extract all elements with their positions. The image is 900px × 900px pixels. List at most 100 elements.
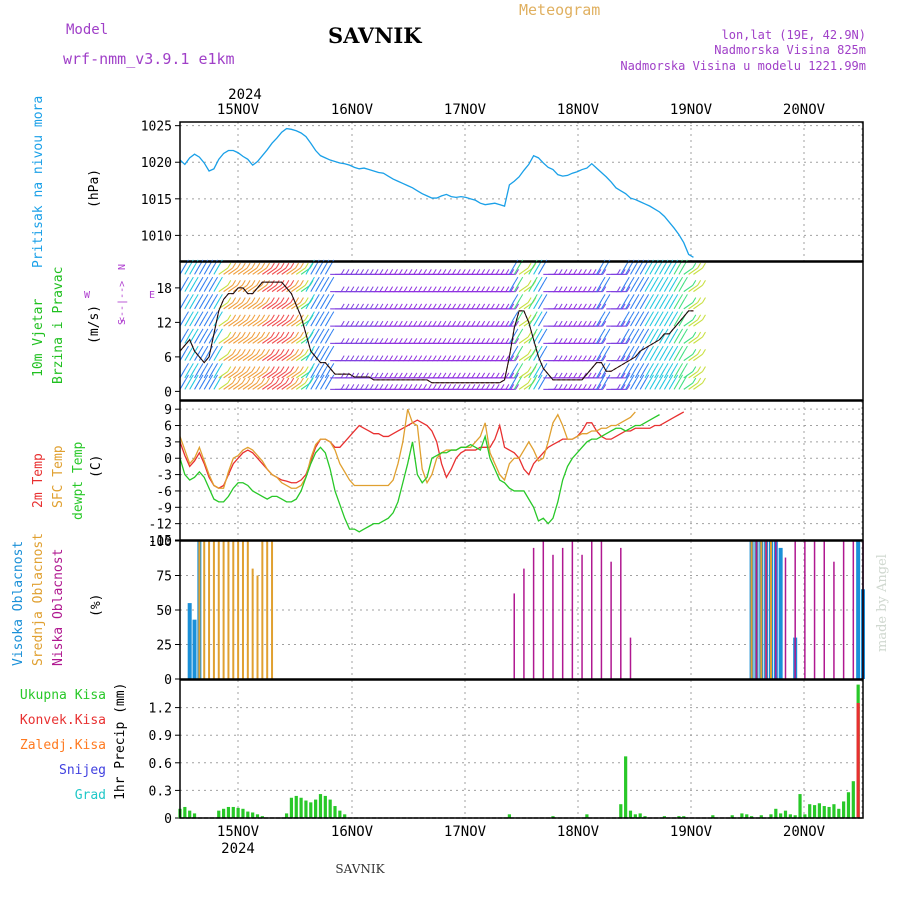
mid-cloud-bar [246, 541, 249, 679]
y-tick-label: 0.9 [149, 729, 172, 744]
wind-barb-flag [650, 363, 654, 369]
wind-barb [276, 284, 287, 293]
wind-barb-flag [505, 269, 510, 275]
wind-barb-flag [461, 372, 466, 379]
wind-barb [291, 336, 301, 344]
wind-barb [247, 382, 258, 390]
wind-barb [315, 316, 322, 327]
wind-barb [266, 382, 277, 390]
wind-legend-arrows: <--|--> [117, 281, 128, 323]
y-tick-label: 0 [164, 452, 172, 467]
low-cloud-bar [590, 541, 593, 679]
wind-barb-flag [280, 349, 285, 355]
wind-barb-flag [505, 355, 510, 361]
wind-barb-flag [602, 286, 607, 292]
wind-barb [625, 264, 632, 275]
wind-barb [596, 299, 603, 310]
mid-cloud-bar [208, 541, 211, 679]
wind-barb [266, 319, 277, 327]
wind-barb-flag [664, 328, 669, 335]
wind-barb-flag [495, 303, 500, 310]
wind-barb-flag [194, 294, 199, 300]
wind-barb-flag [466, 372, 471, 379]
wind-barb [281, 382, 292, 390]
wind-barb [305, 379, 312, 390]
wind-barb-flag [519, 294, 524, 300]
wind-barb-flag [515, 303, 519, 310]
wind-barb [247, 353, 258, 362]
wind-barb-flag [246, 366, 251, 372]
wind-barb-flag [214, 363, 218, 369]
wind-barb-flag [295, 377, 300, 384]
wind-barb [649, 281, 656, 292]
wind-barb-flag [403, 384, 408, 390]
wind-barb-flag [189, 276, 194, 283]
top-day-label: 16NOV [331, 102, 374, 118]
wind-barb [654, 350, 661, 361]
wind-barb [644, 281, 651, 292]
wind-barb-flag [471, 269, 476, 275]
wind-barb-flag [538, 294, 543, 300]
y-tick-label: 3 [164, 436, 172, 451]
total-precip-bar [749, 816, 754, 818]
wind-direction-legend: W E <--|--> N S [84, 264, 155, 325]
wind-barb-flag [606, 328, 611, 335]
wind-barb [537, 264, 545, 275]
wind-barb-flag [384, 286, 389, 292]
wind-barb-flag [374, 384, 379, 390]
y-tick-label: -3 [156, 469, 172, 484]
wind-barb-flag [654, 374, 659, 381]
wind-barb [271, 371, 282, 379]
wind-barb [630, 281, 637, 292]
wind-barb [291, 302, 301, 310]
wind-barb-flag [669, 363, 674, 369]
wind-barb-flag [418, 372, 423, 379]
wind-barb-flag [514, 276, 519, 283]
wind-barb-flag [350, 355, 355, 361]
wind-barb-flag [486, 320, 490, 327]
wind-barb-flag [209, 363, 214, 369]
wind-barb [668, 350, 676, 361]
wind-barb [179, 333, 186, 344]
wind-barb-flag [185, 311, 189, 317]
wind-barb [634, 299, 642, 310]
wind-barb-flag [185, 345, 189, 352]
low-cloud-bar [775, 541, 777, 679]
wind-barb-flag [330, 311, 335, 317]
wind-barb-flag [251, 297, 256, 303]
wind-barb-flag [241, 280, 246, 286]
wind-barb [654, 299, 661, 310]
total-precip-bar [183, 806, 187, 818]
wind-barb-flag [256, 366, 261, 372]
grid-lines [180, 401, 863, 541]
wind-barb [286, 371, 296, 379]
low-cloud-bar [833, 561, 835, 679]
wind-barb-flag [285, 366, 290, 372]
wind-barb [198, 299, 206, 310]
wind-barb [537, 379, 545, 390]
wind-barb-flag [437, 303, 442, 310]
wind-barb [596, 281, 603, 292]
total-precip-bar [759, 815, 763, 818]
wind-barb-flag [640, 328, 645, 335]
wind-barb [693, 302, 703, 310]
wind-barb [218, 382, 229, 390]
wind-barb [184, 264, 191, 275]
wind-barb [324, 316, 332, 327]
wind-barb [654, 368, 661, 379]
model-name: wrf-nmm_v3.9.1 e1km [63, 50, 235, 68]
wind-barb [688, 284, 698, 293]
wind-barb-flag [432, 286, 437, 292]
wind-barb-flag [442, 338, 447, 344]
legend-convective-rain: Konvek.Kisa [20, 713, 106, 728]
wind-barb [237, 336, 248, 344]
wind-barb-flag [364, 338, 369, 344]
wind-barb-flag [355, 320, 360, 327]
wind-barb [537, 299, 545, 310]
wind-barb-flag [311, 374, 315, 381]
wind-barb-flag [295, 297, 300, 303]
wind-barb [518, 382, 529, 390]
wind-barb [295, 284, 306, 293]
wind-barb [649, 333, 656, 344]
wind-barb [184, 299, 191, 310]
